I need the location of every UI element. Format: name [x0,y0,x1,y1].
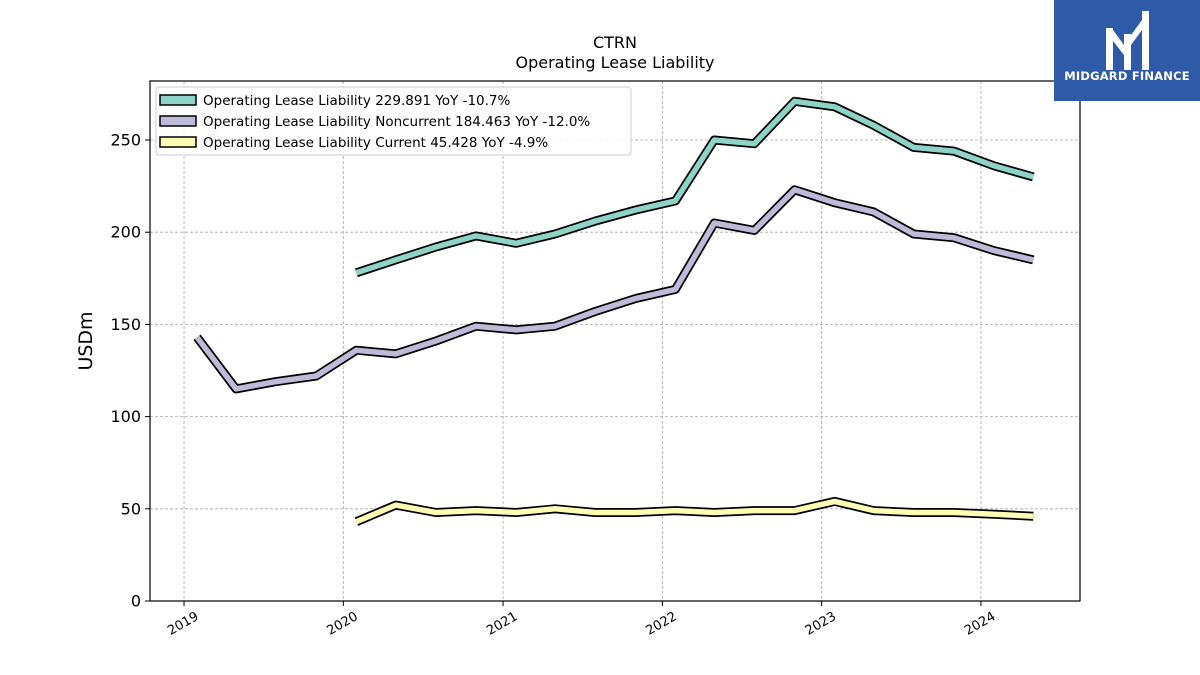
y-tick-label: 100 [110,407,141,426]
midgard-logo-icon [1106,11,1149,70]
x-tick-label: 2023 [803,609,839,639]
plot-frame [149,80,1081,602]
series-line [355,98,1035,276]
chart-subtitle: Operating Lease Liability [515,53,714,72]
series-layer [193,96,1035,526]
legend-label: Operating Lease Liability Current 45.428… [203,135,548,151]
y-tick-label: 200 [110,223,141,242]
chart-title: CTRN [593,33,637,52]
y-tick-label: 250 [110,131,141,150]
legend-swatch [159,94,197,106]
y-tick-label: 0 [131,592,141,611]
grid-lines [150,81,1080,602]
x-tick-label: 2022 [644,609,680,639]
legend-label: Operating Lease Liability 229.891 YoY -1… [203,93,511,109]
series-line [194,187,1034,392]
y-axis-label: USDm [75,311,97,370]
legend-label: Operating Lease Liability Noncurrent 184… [203,114,590,130]
legend-swatch [159,136,197,148]
x-tick-label: 2021 [484,609,520,639]
y-tick-label: 150 [110,315,141,334]
logo-text: MIDGARD FINANCE [1064,69,1190,83]
y-tick-label: 50 [121,499,141,518]
x-tick-label: 2020 [325,609,361,639]
legend: Operating Lease Liability 229.891 YoY -1… [155,86,632,156]
legend-box [155,86,632,156]
x-tick-label: 2019 [165,609,201,639]
brand-logo: MIDGARD FINANCE [1054,0,1200,101]
legend-swatch [159,115,197,127]
x-tick-label: 2024 [962,609,998,639]
series-line [355,498,1034,525]
